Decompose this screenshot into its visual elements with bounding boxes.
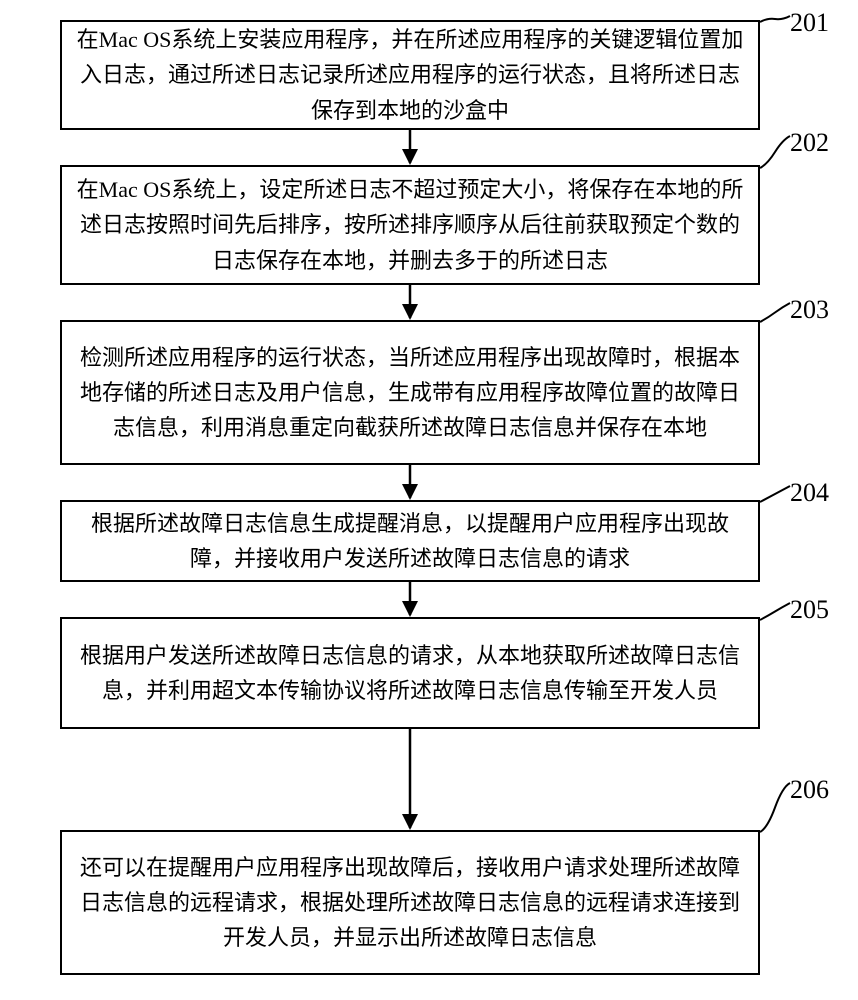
flowchart-step-label-204: 204 (790, 478, 829, 508)
flowchart-step-label-201: 201 (790, 8, 829, 38)
step-text: 在Mac OS系统上安装应用程序，并在所述应用程序的关键逻辑位置加入日志，通过所… (74, 22, 746, 128)
flowchart-arrow-4 (398, 582, 422, 617)
step-text: 根据用户发送所述故障日志信息的请求，从本地获取所述故障日志信息，并利用超文本传输… (74, 638, 746, 708)
flowchart-arrow-2 (398, 285, 422, 320)
flowchart-arrow-1 (398, 130, 422, 165)
flowchart-step-206: 还可以在提醒用户应用程序出现故障后，接收用户请求处理所述故障日志信息的远程请求，… (60, 830, 760, 975)
flowchart-step-201: 在Mac OS系统上安装应用程序，并在所述应用程序的关键逻辑位置加入日志，通过所… (60, 20, 760, 130)
flowchart-step-label-203: 203 (790, 295, 829, 325)
flowchart-arrow-5 (398, 729, 422, 830)
flowchart-step-205: 根据用户发送所述故障日志信息的请求，从本地获取所述故障日志信息，并利用超文本传输… (60, 617, 760, 729)
flowchart-container: 在Mac OS系统上安装应用程序，并在所述应用程序的关键逻辑位置加入日志，通过所… (0, 0, 858, 1000)
step-text: 根据所述故障日志信息生成提醒消息，以提醒用户应用程序出现故障，并接收用户发送所述… (74, 506, 746, 576)
step-text: 在Mac OS系统上，设定所述日志不超过预定大小，将保存在本地的所述日志按照时间… (74, 172, 746, 278)
step-text: 检测所述应用程序的运行状态，当所述应用程序出现故障时，根据本地存储的所述日志及用… (74, 340, 746, 446)
flowchart-arrow-3 (398, 465, 422, 500)
flowchart-step-label-206: 206 (790, 775, 829, 805)
step-text: 还可以在提醒用户应用程序出现故障后，接收用户请求处理所述故障日志信息的远程请求，… (74, 850, 746, 956)
flowchart-step-204: 根据所述故障日志信息生成提醒消息，以提醒用户应用程序出现故障，并接收用户发送所述… (60, 500, 760, 582)
flowchart-step-label-205: 205 (790, 595, 829, 625)
flowchart-step-202: 在Mac OS系统上，设定所述日志不超过预定大小，将保存在本地的所述日志按照时间… (60, 165, 760, 285)
flowchart-step-label-202: 202 (790, 128, 829, 158)
flowchart-step-203: 检测所述应用程序的运行状态，当所述应用程序出现故障时，根据本地存储的所述日志及用… (60, 320, 760, 465)
